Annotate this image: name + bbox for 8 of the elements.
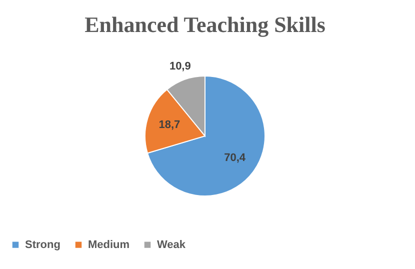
chart-title: Enhanced Teaching Skills <box>84 12 326 37</box>
data-label: 18,7 <box>158 119 180 132</box>
legend-label: Weak <box>157 238 186 251</box>
legend-label: Medium <box>88 238 130 251</box>
data-label: 70,4 <box>224 152 246 164</box>
legend-label: Strong <box>25 238 60 251</box>
pie-slice <box>146 76 266 196</box>
data-label: 10,9 <box>169 60 191 72</box>
